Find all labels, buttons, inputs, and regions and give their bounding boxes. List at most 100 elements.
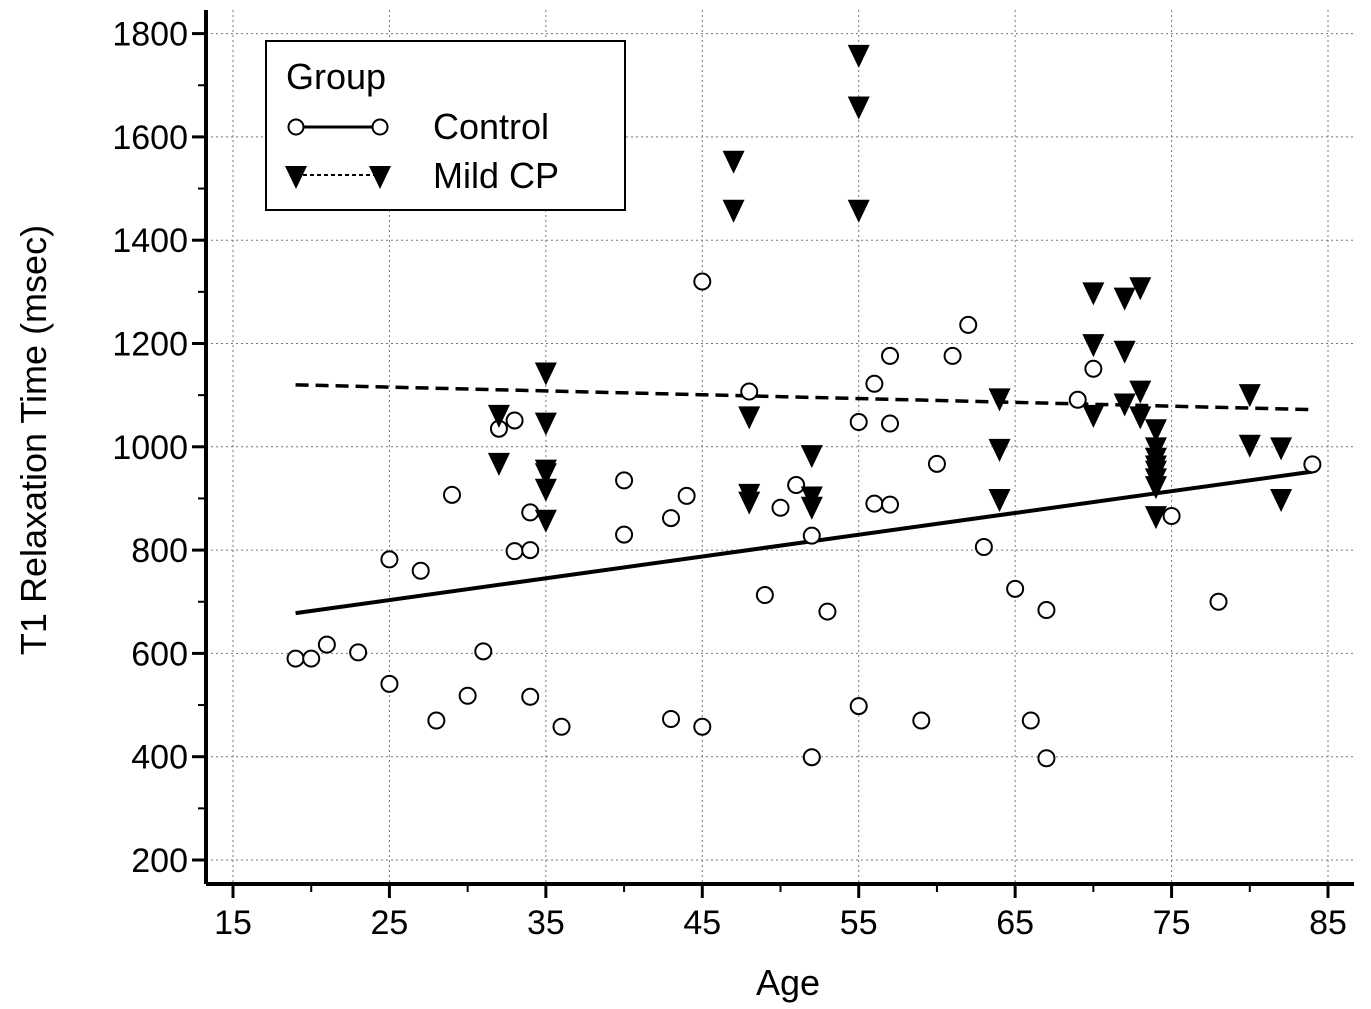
mild-cp-point <box>988 489 1011 513</box>
mild-cp-point <box>1270 489 1293 513</box>
mild-cp-point <box>487 452 510 476</box>
control-point <box>317 635 336 654</box>
mild-cp-point <box>1238 434 1261 458</box>
control-point <box>1037 749 1056 768</box>
control-point <box>521 687 540 706</box>
y-tick-label: 1800 <box>112 16 188 54</box>
mild-cp-point <box>1113 393 1136 417</box>
control-point <box>505 542 524 561</box>
control-point <box>521 541 540 560</box>
mild-cp-point <box>1144 506 1167 530</box>
mild-cp-point <box>1113 340 1136 364</box>
legend-control-label: Control <box>433 106 549 147</box>
mild-cp-point <box>1129 277 1152 301</box>
control-point <box>1209 592 1228 611</box>
mild-cp-point <box>1129 406 1152 430</box>
control-point <box>615 471 634 490</box>
control-point <box>458 686 477 705</box>
y-tick-label: 1000 <box>112 429 188 467</box>
x-axis-title: Age <box>756 962 820 1003</box>
legend-mildcp-label: Mild CP <box>433 155 559 196</box>
control-point <box>849 697 868 716</box>
y-axis-title: T1 Relaxation Time (msec) <box>13 225 54 655</box>
y-tick-label: 1600 <box>112 119 188 157</box>
mild-cp-point <box>534 412 557 436</box>
control-point <box>787 476 806 495</box>
control-point <box>802 526 821 545</box>
y-tick-label: 1200 <box>112 326 188 364</box>
mild-cp-point <box>847 96 870 120</box>
control-point <box>927 454 946 473</box>
control-point <box>693 272 712 291</box>
mild-cp-point <box>1113 287 1136 311</box>
control-point <box>1162 507 1181 526</box>
y-tick-label: 800 <box>131 532 188 570</box>
control-point <box>865 494 884 513</box>
control-point <box>677 486 696 505</box>
control-point <box>1068 390 1087 409</box>
control-point <box>443 485 462 504</box>
control-point <box>740 382 759 401</box>
control-point <box>693 717 712 736</box>
mild-cp-point <box>534 463 557 487</box>
control-point <box>1037 601 1056 620</box>
y-tick-label: 600 <box>131 635 188 673</box>
control-point <box>1021 711 1040 730</box>
mild-cp-point <box>738 406 761 430</box>
control-point <box>474 642 493 661</box>
control-point <box>521 503 540 522</box>
mild-cp-point <box>1144 419 1167 443</box>
legend-control-marker-right <box>371 118 389 136</box>
mild-cp-point <box>988 388 1011 412</box>
fit-lines <box>295 383 1313 616</box>
control-point <box>881 346 900 365</box>
mild-cp-point <box>738 491 761 515</box>
control-point <box>755 586 774 605</box>
mild-cp-point <box>1144 476 1167 500</box>
control-point <box>802 748 821 767</box>
control-point <box>865 374 884 393</box>
axes: 15 25 35 45 55 65 75 85 200 400 600 800 1000 1200 1400… <box>112 10 1354 942</box>
control-point <box>505 411 524 430</box>
control-point <box>959 315 978 334</box>
x-tick-label: 75 <box>1153 904 1191 942</box>
control-point <box>818 602 837 621</box>
x-tick-label: 15 <box>214 904 252 942</box>
control-point <box>881 495 900 514</box>
control-point <box>615 525 634 544</box>
legend-title: Group <box>286 56 386 97</box>
control-point <box>1084 359 1103 378</box>
x-tick-label: 55 <box>840 904 878 942</box>
control-point <box>552 717 571 736</box>
control-point <box>912 711 931 730</box>
control-fit-line <box>295 469 1313 616</box>
mild-cp-point <box>847 199 870 223</box>
control-point <box>427 711 446 730</box>
mild-cp-point <box>1270 437 1293 461</box>
mild-cp-point <box>1082 404 1105 428</box>
control-point <box>974 538 993 557</box>
mild-cp-point <box>1238 384 1261 408</box>
x-tick-label: 25 <box>371 904 409 942</box>
mild-cp-point <box>722 199 745 223</box>
control-point <box>380 674 399 693</box>
control-point <box>286 649 305 668</box>
control-point <box>380 550 399 569</box>
mild-cp-point <box>534 362 557 386</box>
mild-cp-point <box>800 496 823 520</box>
legend: Group Control Mild CP <box>265 40 626 211</box>
legend-mildcp-marker-left <box>285 166 307 189</box>
control-point <box>849 413 868 432</box>
mild-cp-point <box>1082 334 1105 358</box>
mild-cp-point <box>534 478 557 502</box>
mild-cp-point <box>988 438 1011 462</box>
legend-control-marker-left <box>287 118 305 136</box>
control-point <box>662 509 681 528</box>
mild-cp-point <box>1129 380 1152 404</box>
mild-cp-point <box>722 150 745 174</box>
x-tick-label: 45 <box>683 904 721 942</box>
x-tick-label: 35 <box>527 904 565 942</box>
legend-mildcp-marker-right <box>369 166 391 189</box>
mild-cp-point <box>1082 282 1105 306</box>
